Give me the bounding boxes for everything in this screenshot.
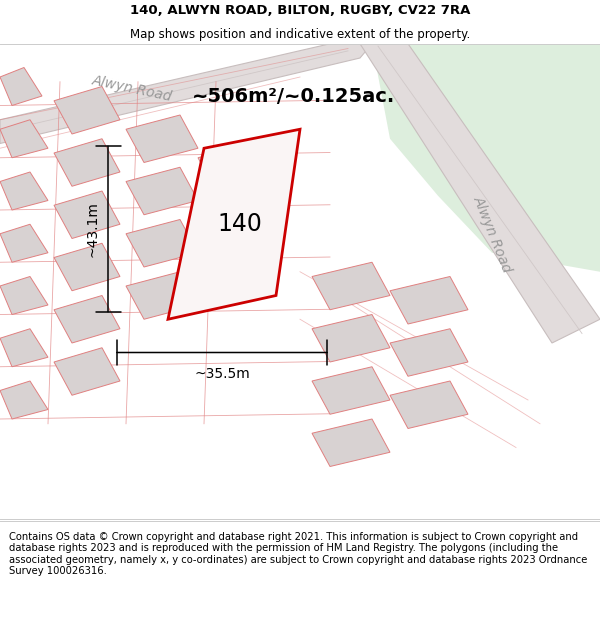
Polygon shape [126,219,198,267]
Polygon shape [54,296,120,343]
Polygon shape [54,243,120,291]
Polygon shape [390,276,468,324]
Text: Alwyn Road: Alwyn Road [470,193,514,274]
Polygon shape [0,329,48,367]
Polygon shape [0,381,48,419]
Polygon shape [312,262,390,310]
Polygon shape [0,224,48,262]
Text: Alwyn Road: Alwyn Road [91,74,173,104]
Polygon shape [0,44,372,144]
Text: ~35.5m: ~35.5m [194,367,250,381]
Polygon shape [168,129,300,319]
Polygon shape [198,144,270,191]
Text: 140: 140 [218,213,262,236]
Text: Contains OS data © Crown copyright and database right 2021. This information is : Contains OS data © Crown copyright and d… [9,531,587,576]
Polygon shape [54,86,120,134]
Polygon shape [360,44,600,343]
Polygon shape [312,419,390,466]
Polygon shape [0,276,48,314]
Polygon shape [126,168,198,215]
Polygon shape [126,115,198,162]
Polygon shape [390,381,468,429]
Polygon shape [198,196,270,243]
Polygon shape [312,314,390,362]
Text: 140, ALWYN ROAD, BILTON, RUGBY, CV22 7RA: 140, ALWYN ROAD, BILTON, RUGBY, CV22 7RA [130,4,470,18]
Polygon shape [390,329,468,376]
Polygon shape [54,139,120,186]
Polygon shape [312,367,390,414]
Polygon shape [0,172,48,210]
Polygon shape [54,348,120,395]
Polygon shape [0,68,42,106]
Polygon shape [372,44,600,272]
Polygon shape [54,191,120,239]
Polygon shape [126,272,198,319]
Text: ~506m²/~0.125ac.: ~506m²/~0.125ac. [192,86,395,106]
Text: ~43.1m: ~43.1m [86,201,100,257]
Polygon shape [0,120,48,158]
Text: Map shows position and indicative extent of the property.: Map shows position and indicative extent… [130,28,470,41]
